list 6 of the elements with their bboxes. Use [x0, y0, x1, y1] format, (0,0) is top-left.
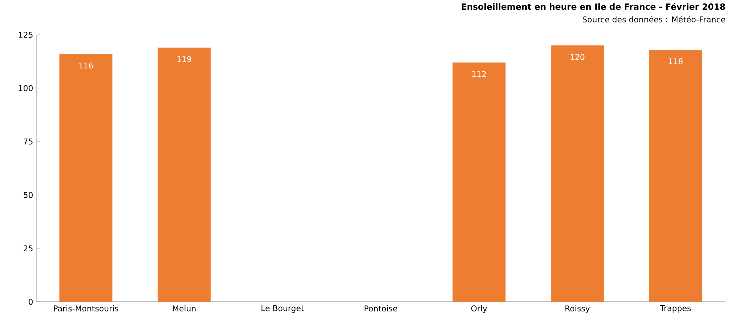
chart-title: Ensoleillement en heure en Ile de France - Février 2018 [462, 3, 726, 10]
bar [158, 48, 211, 302]
bar [60, 54, 113, 302]
bar [452, 62, 506, 302]
bar [551, 46, 604, 302]
bar [649, 50, 702, 302]
